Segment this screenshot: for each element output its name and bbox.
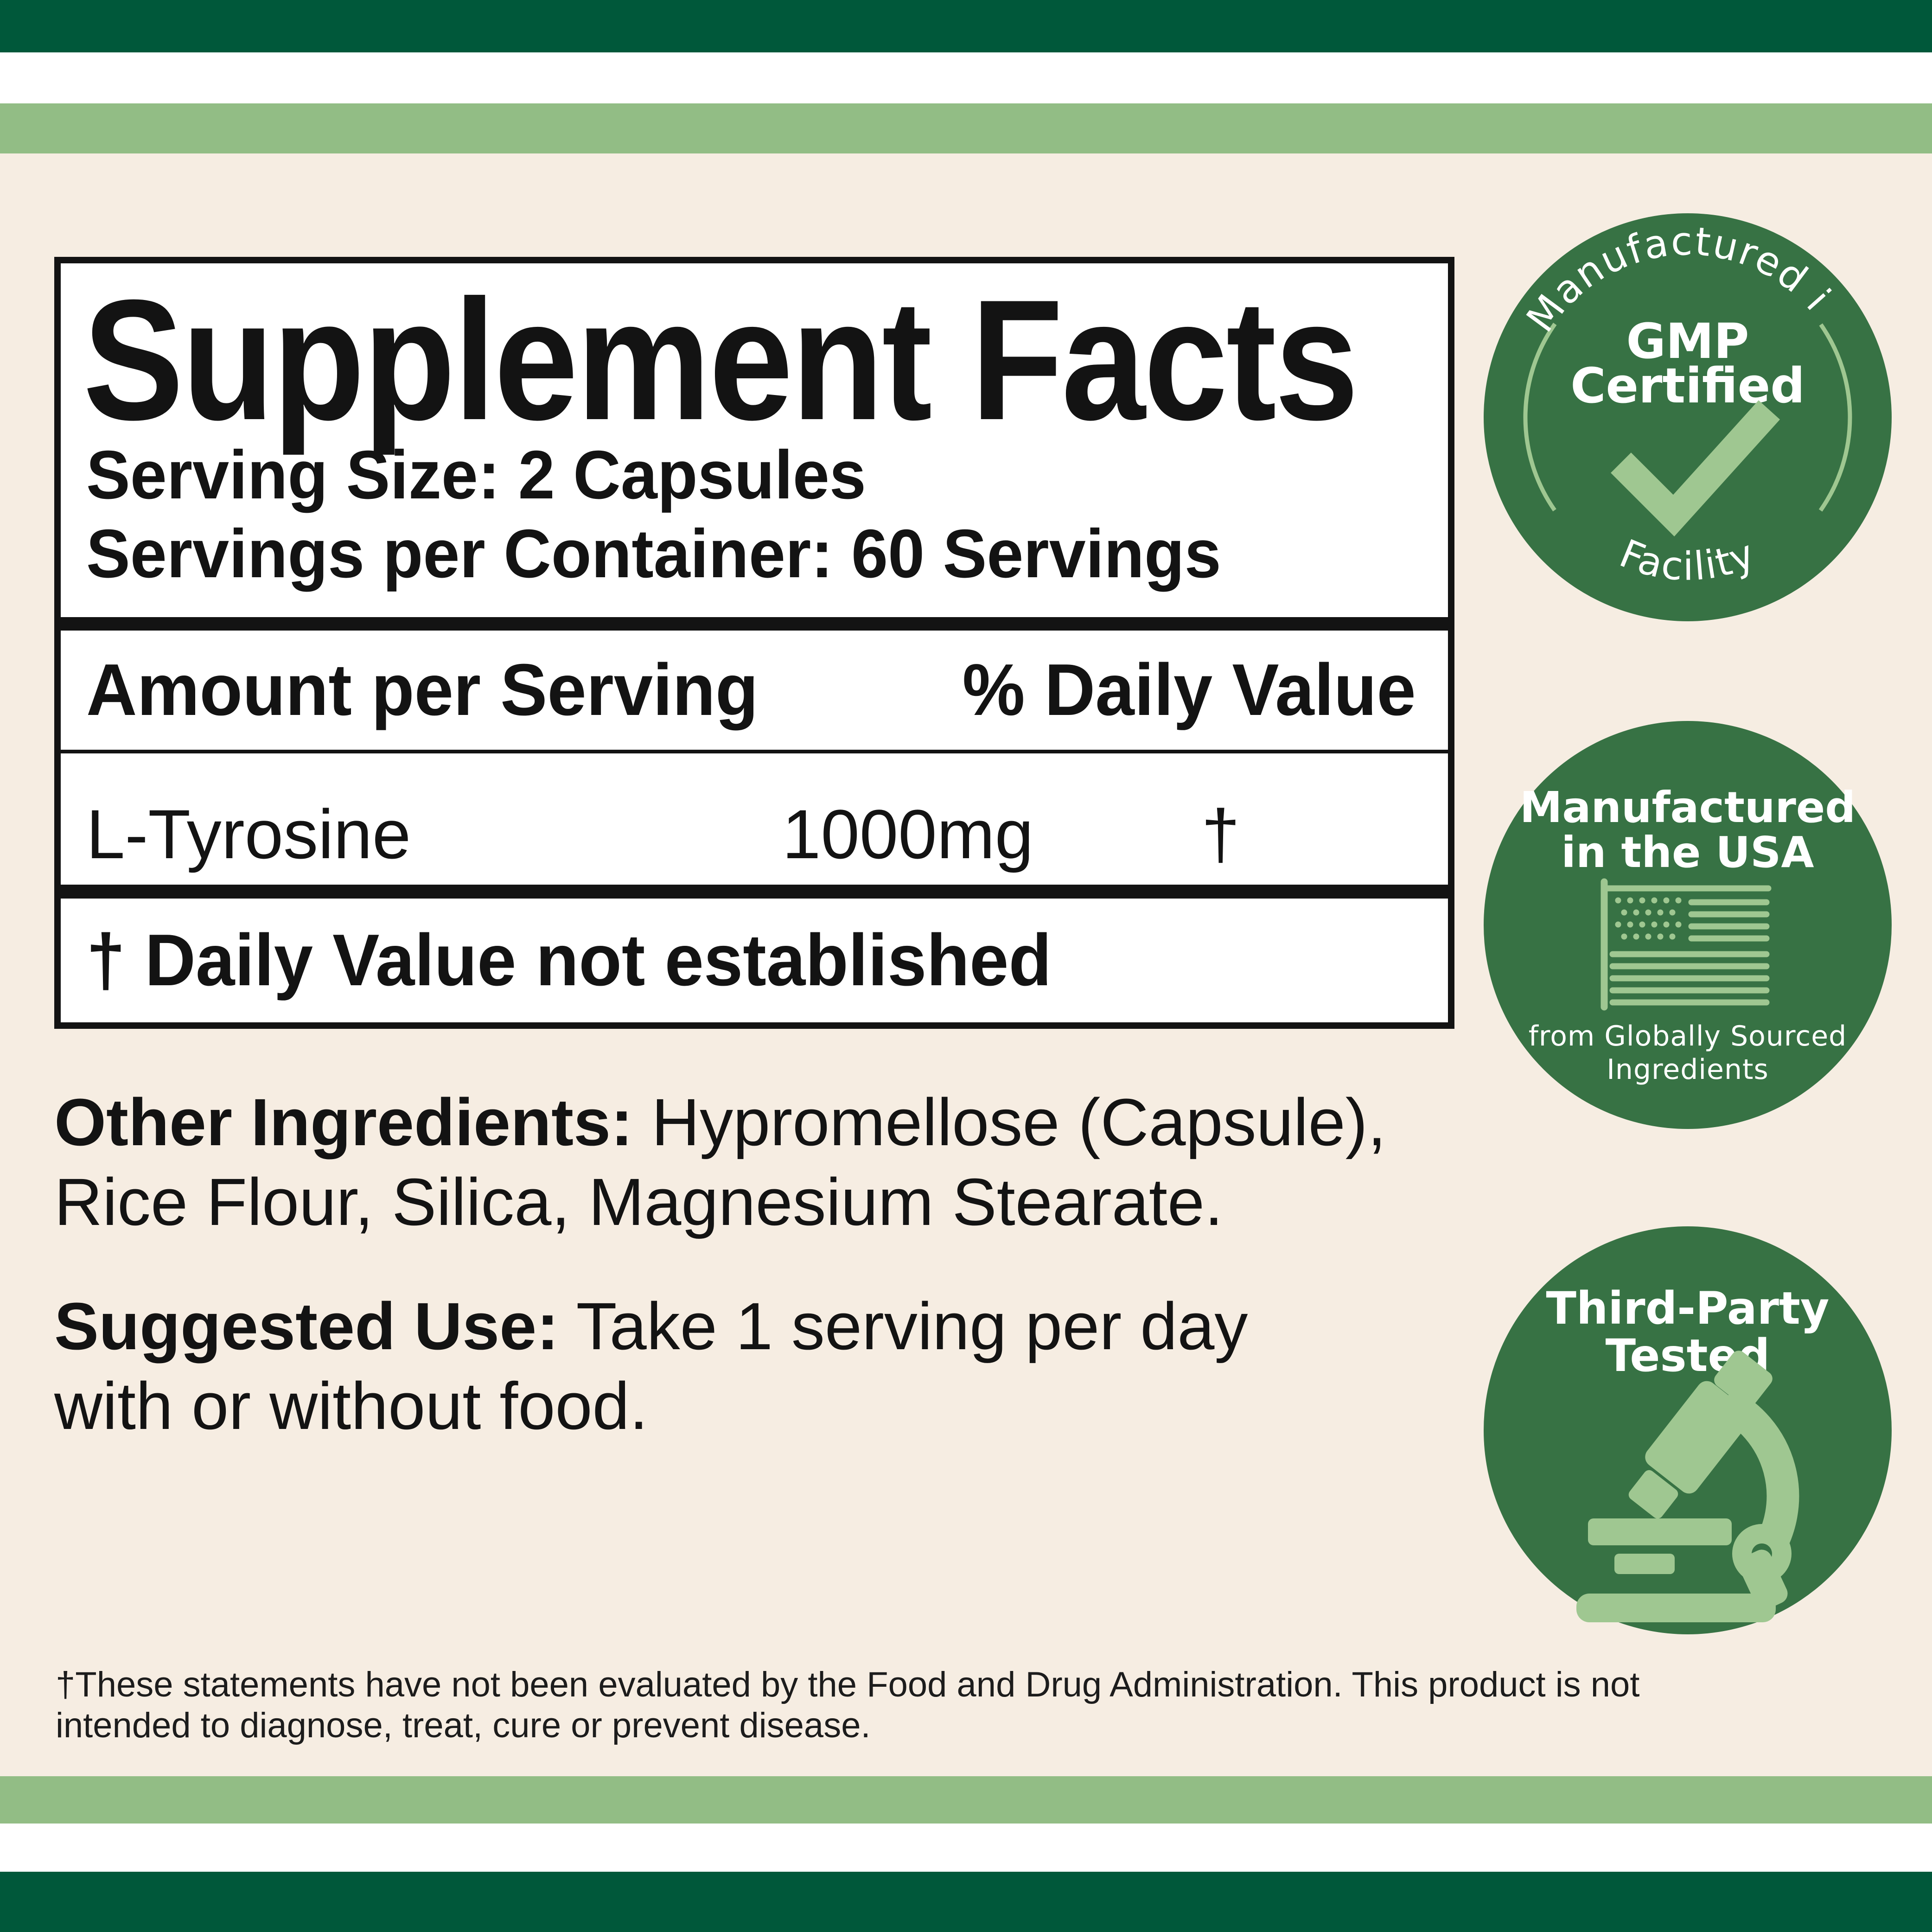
panel-title: Supplement Facts [83, 274, 1531, 446]
top-bar-light [0, 103, 1932, 153]
suggested-use-label: Suggested Use: [54, 1289, 559, 1364]
ingredient-amount: 1000mg [782, 795, 1034, 873]
panel-title-text: Supplement Facts [83, 264, 1359, 456]
checkmark-icon [1611, 400, 1780, 536]
fda-disclaimer: †These statements have not been evaluate… [56, 1665, 1640, 1745]
suggested-use-paragraph: Suggested Use: Take 1 serving per day wi… [54, 1287, 1248, 1446]
bottom-bar-white [0, 1824, 1932, 1872]
top-bar-dark [0, 0, 1932, 52]
bottom-bar-dark [0, 1872, 1932, 1932]
supplement-facts-panel: Supplement Facts Serving Size: 2 Capsule… [54, 257, 1454, 1029]
badge-circle [1484, 213, 1892, 621]
other-ingredients-paragraph: Other Ingredients: Hypromellose (Capsule… [54, 1083, 1386, 1242]
thin-divider [61, 750, 1448, 753]
badge-caption-line: from Globally Sourced [1529, 1020, 1847, 1052]
servings-per-container-line: Servings per Container: 60 Servings [86, 516, 1221, 592]
daily-value-header: % Daily Value [963, 649, 1416, 731]
other-ingredients-line: Other Ingredients: Hypromellose (Capsule… [54, 1085, 1386, 1160]
facts-header-row: Amount per Serving % Daily Value [61, 631, 1448, 750]
serving-info: Serving Size: 2 Capsules Servings per Co… [86, 436, 1269, 593]
badge-title-line: in the USA [1561, 828, 1814, 877]
other-ingredients-line: Rice Flour, Silica, Magnesium Stearate. [54, 1165, 1224, 1239]
suggested-use-line: with or without food. [54, 1369, 648, 1443]
gmp-certified-badge: Manufactured in GMP Certified Facility [1484, 213, 1892, 621]
other-ingredients-label: Other Ingredients: [54, 1085, 633, 1160]
badge-caption-line: Ingredients [1607, 1053, 1769, 1086]
badge-title-line: Certified [1570, 357, 1805, 414]
daily-value-footnote: † Daily Value not established [61, 899, 1448, 1022]
badge-title-line: Manufactured [1520, 783, 1855, 832]
serving-size-line: Serving Size: 2 Capsules [86, 437, 866, 513]
thick-divider [61, 617, 1448, 631]
badge-inner-ring [1523, 253, 1852, 582]
suggested-use-line: Suggested Use: Take 1 serving per day [54, 1289, 1248, 1364]
ingredient-name: L-Tyrosine [86, 795, 411, 873]
badge-title-line: GMP [1626, 313, 1749, 370]
ingredient-row: L-Tyrosine 1000mg † [61, 753, 1448, 885]
third-party-tested-badge: Third-Party Tested [1484, 1226, 1892, 1634]
thick-divider [61, 885, 1448, 899]
ingredient-daily-value: † [1201, 795, 1240, 873]
top-bar-white [0, 52, 1932, 103]
bottom-bar-light [0, 1776, 1932, 1824]
usa-flag-icon [1600, 878, 1772, 1011]
badge-title-line: Third-Party [1546, 1282, 1829, 1334]
daily-value-footnote-text: † Daily Value not established [86, 919, 1052, 1001]
amount-per-serving-header: Amount per Serving [86, 649, 759, 731]
microscope-icon [1576, 1351, 1799, 1622]
manufactured-in-usa-badge: Manufactured in the USA from Globally So… [1484, 721, 1892, 1129]
badge-circle [1484, 721, 1892, 1129]
